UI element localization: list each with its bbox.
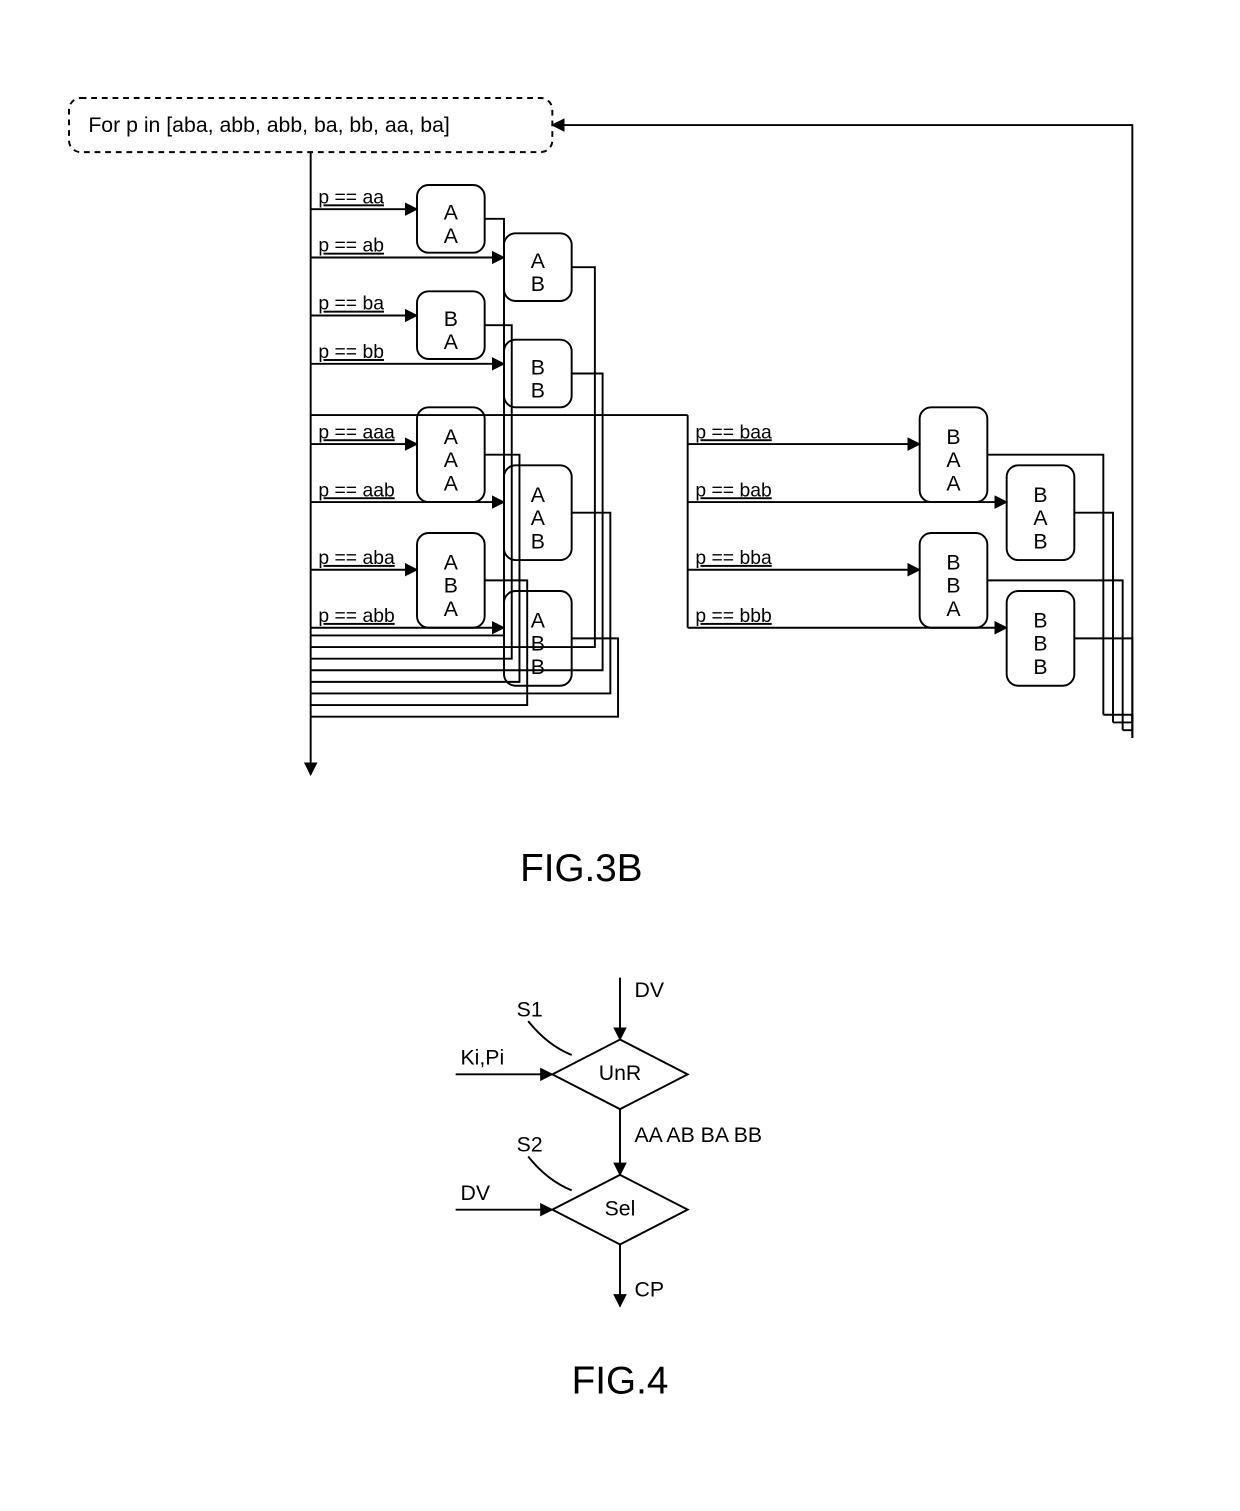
fig4-dv-label: DV [634, 978, 664, 1002]
fig4-sel-text: Sel [605, 1196, 636, 1220]
branch-abb-label: p == abb [318, 606, 394, 627]
return-bab-drop [1074, 513, 1113, 723]
state-box-aaa-line-1: A [444, 448, 459, 472]
branch-baa-label: p == baa [695, 422, 772, 443]
branch-bab-label: p == bab [695, 480, 771, 501]
fig4-cp-label: CP [634, 1278, 664, 1302]
state-box-ba-line-1: A [444, 330, 459, 354]
branch-aa-label: p == aa [318, 187, 384, 208]
fig-4: DV UnR Ki,Pi S1 AA AB BA BB Sel DV S2 CP FIG.4 [456, 978, 762, 1403]
state-box-aab-line-0: A [531, 483, 546, 507]
figure-canvas: For p in [aba, abb, abb, ba, bb, aa, ba]… [40, 40, 1200, 1451]
fig3b-title: FIG.3B [520, 847, 642, 890]
fig4-s1-leader [528, 1021, 571, 1055]
branch-ab-label: p == ab [318, 236, 384, 257]
state-box-aba-line-2: A [444, 597, 459, 621]
branch-bba-label: p == bba [695, 548, 772, 569]
state-box-bab-line-2: B [1033, 529, 1047, 553]
state-box-bbb-line-0: B [1033, 609, 1047, 633]
state-box-baa-line-1: A [946, 448, 961, 472]
state-box-bab-line-0: B [1033, 483, 1047, 507]
state-box-aab-line-2: B [531, 529, 545, 553]
state-box-bab-line-1: A [1033, 506, 1048, 530]
fig4-kipi-label: Ki,Pi [461, 1046, 505, 1070]
state-box-ba-line-0: B [444, 307, 458, 331]
branch-bb-label: p == bb [318, 342, 384, 363]
state-box-aa-line-1: A [444, 224, 459, 248]
fig4-s2-leader [528, 1156, 571, 1190]
fig4-dv2-label: DV [461, 1181, 491, 1205]
state-box-aba-line-0: A [444, 551, 459, 575]
state-box-abb-line-1: B [531, 632, 545, 656]
state-box-bba-line-0: B [946, 551, 960, 575]
fig4-s1-label: S1 [517, 997, 543, 1021]
state-box-aaa-line-2: A [444, 471, 459, 495]
state-box-bb-line-1: B [531, 378, 545, 402]
fig4-s2-label: S2 [517, 1133, 543, 1157]
fig4-unr-text: UnR [599, 1061, 642, 1085]
branch-aab-label: p == aab [318, 480, 394, 501]
state-box-bba-line-1: B [946, 574, 960, 598]
state-box-aa-line-0: A [444, 201, 459, 225]
state-box-ab-line-1: B [531, 272, 545, 296]
state-box-abb-line-0: A [531, 609, 546, 633]
fig-3b: For p in [aba, abb, abb, ba, bb, aa, ba]… [69, 98, 1132, 890]
state-box-bba-line-2: A [946, 597, 961, 621]
state-box-ab-line-0: A [531, 249, 546, 273]
fig4-mid-label: AA AB BA BB [634, 1123, 762, 1147]
state-box-aba-line-1: B [444, 574, 458, 598]
state-box-baa-line-0: B [946, 425, 960, 449]
branch-ba-label: p == ba [318, 294, 384, 315]
loop-header-label: For p in [aba, abb, abb, ba, bb, aa, ba] [88, 113, 450, 137]
branch-bbb-label: p == bbb [695, 606, 771, 627]
fig4-title: FIG.4 [572, 1359, 669, 1402]
branch-aaa-label: p == aaa [318, 422, 395, 443]
state-box-aaa-line-0: A [444, 425, 459, 449]
state-box-abb-line-2: B [531, 655, 545, 679]
state-box-bb-line-0: B [531, 355, 545, 379]
state-box-aab-line-1: A [531, 506, 546, 530]
state-box-bbb-line-2: B [1033, 655, 1047, 679]
state-box-bbb-line-1: B [1033, 632, 1047, 656]
branch-aba-label: p == aba [318, 548, 395, 569]
state-box-baa-line-2: A [946, 471, 961, 495]
